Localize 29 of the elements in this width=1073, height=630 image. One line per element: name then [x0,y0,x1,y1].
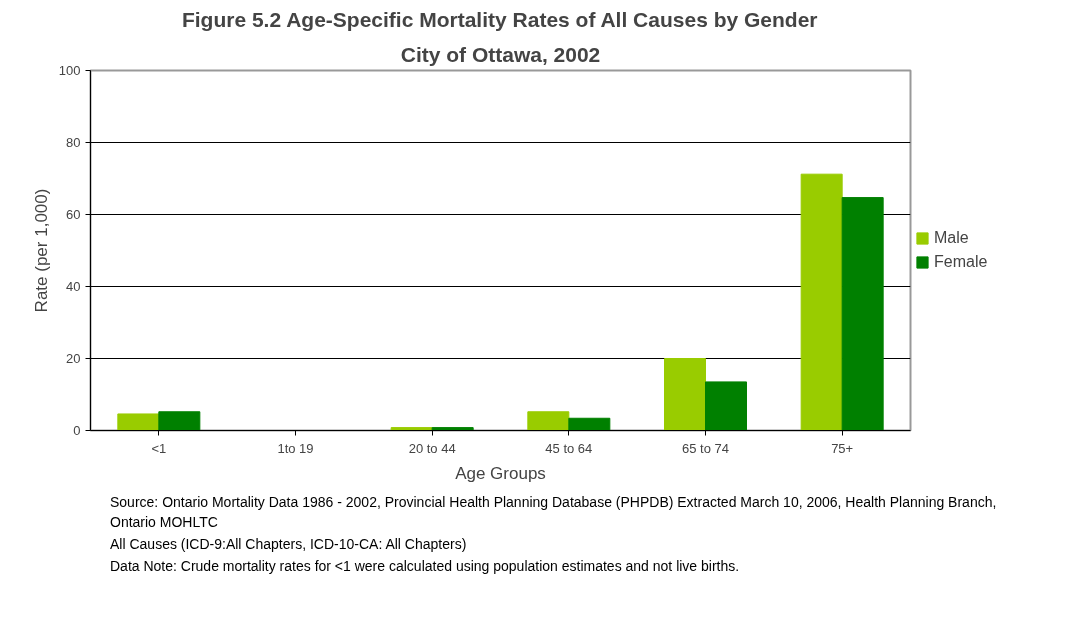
y-axis-title: Rate (per 1,000) [31,188,51,313]
bar [158,411,201,431]
bar [664,358,706,431]
x-tick-label: 20 to 44 [408,440,456,456]
x-tick-label: 1to 19 [277,440,314,456]
x-tick-label: 75+ [831,440,854,456]
y-tick-label: 60 [66,207,81,222]
x-tick-label: 45 to 64 [545,440,593,456]
x-tick-label: <1 [151,440,167,456]
y-tick-label: 100 [58,63,81,78]
x-axis-title: Age Groups [455,463,546,483]
text: Data Note: Crude mortality rates for <1 were calculated using population estimates and not live births. [110,557,741,576]
chart-title: Figure 5.2 Age-Specific Mortality Rates of All Causes by Gender [181,7,818,31]
bar [705,381,747,431]
bar [841,197,884,431]
x-tick-label: 65 to 74 [682,440,730,456]
chart-subtitle: City of Ottawa, 2002 [400,42,601,66]
legend-label: Male [934,229,969,247]
bar [527,411,570,431]
bar [117,413,160,431]
y-tick-label: 40 [66,279,81,294]
text: All Causes (ICD-9:All Chapters, ICD-10-CA: All Chapters) [110,535,468,554]
y-tick-label: 20 [66,351,81,366]
source-note: Source: Ontario Mortality Data 1986 - 2002, Provincial Health Planning Database (PHPDB) Extracted March 10, 2006, Health Planning Branch, Ontario MOHLTC [110,493,998,532]
legend-label: Female [934,253,988,271]
y-tick-label: 0 [73,423,81,438]
bar [800,173,843,431]
y-tick-label: 80 [66,135,81,150]
bar [568,417,611,431]
